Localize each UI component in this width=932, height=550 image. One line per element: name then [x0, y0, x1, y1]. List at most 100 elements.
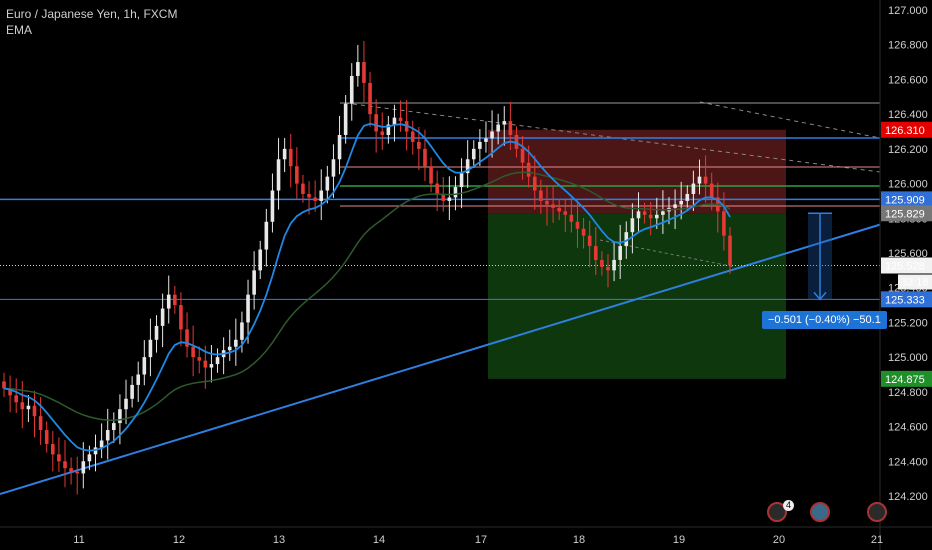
candle-body[interactable] [606, 266, 610, 271]
candle-body[interactable] [508, 121, 513, 135]
candle-body[interactable] [51, 443, 55, 455]
candle-body[interactable] [160, 308, 165, 326]
price-tag-blue[interactable] [881, 191, 932, 208]
candle-body[interactable] [185, 329, 189, 347]
candle-body[interactable] [490, 131, 494, 139]
candle-body[interactable] [20, 402, 25, 410]
candle-body[interactable] [447, 197, 452, 201]
candle-body[interactable] [356, 62, 360, 76]
candle-body[interactable] [410, 131, 415, 142]
price-tag-target[interactable] [881, 370, 932, 387]
candle-body[interactable] [252, 270, 256, 295]
candle-body[interactable] [69, 468, 73, 472]
candle-body[interactable] [532, 176, 537, 191]
candle-body[interactable] [343, 103, 348, 135]
dividend-event-icon[interactable] [867, 502, 887, 522]
candle-body[interactable] [331, 159, 336, 177]
candle-body[interactable] [612, 259, 616, 271]
candle-body[interactable] [2, 381, 6, 389]
event-marker-icon[interactable] [767, 502, 787, 522]
candle-body[interactable] [44, 430, 49, 444]
candle-body[interactable] [465, 159, 470, 174]
candle-body[interactable] [307, 193, 311, 198]
candle-body[interactable] [386, 124, 391, 135]
candle-body[interactable] [722, 211, 726, 236]
candle-body[interactable] [575, 221, 580, 229]
candle-body[interactable] [661, 211, 665, 215]
candle-body[interactable] [32, 405, 37, 417]
candle-body[interactable] [246, 294, 250, 323]
price-tag-entry[interactable] [881, 205, 932, 222]
candle-body[interactable] [313, 197, 317, 201]
candle-body[interactable] [545, 200, 549, 205]
candle-body[interactable] [234, 339, 238, 347]
candle-body[interactable] [673, 204, 677, 208]
candle-body[interactable] [429, 166, 433, 184]
candle-body[interactable] [417, 141, 421, 149]
ema-slow-line[interactable] [3, 171, 731, 421]
price-tag-current[interactable] [881, 257, 932, 274]
candle-body[interactable] [557, 207, 561, 212]
ascending-trendline[interactable] [0, 223, 883, 495]
candle-body[interactable] [197, 357, 202, 361]
candle-body[interactable] [551, 204, 555, 208]
candle-body[interactable] [392, 117, 397, 125]
candle-body[interactable] [636, 211, 641, 219]
candle-body[interactable] [276, 159, 281, 191]
candle-body[interactable] [87, 454, 92, 462]
candle-body[interactable] [380, 131, 385, 135]
candle-body[interactable] [38, 416, 43, 431]
candle-body[interactable] [374, 114, 378, 132]
candle-body[interactable] [685, 193, 690, 201]
candle-body[interactable] [227, 346, 232, 351]
candle-body[interactable] [63, 461, 67, 469]
candle-body[interactable] [118, 409, 122, 424]
candle-body[interactable] [124, 398, 128, 410]
candle-body[interactable] [471, 148, 476, 160]
candle-body[interactable] [319, 190, 324, 201]
candle-body[interactable] [453, 187, 458, 198]
candle-body[interactable] [526, 162, 531, 177]
candle-body[interactable] [14, 395, 19, 403]
stop-loss-zone[interactable] [488, 129, 786, 214]
candle-body[interactable] [600, 259, 604, 267]
symbol-title[interactable]: Euro / Japanese Yen, 1h, FXCM [6, 7, 178, 21]
candle-body[interactable] [154, 325, 159, 340]
candle-body[interactable] [8, 388, 12, 396]
candle-body[interactable] [81, 461, 86, 474]
candle-body[interactable] [484, 138, 488, 142]
candle-body[interactable] [502, 121, 507, 125]
candle-body[interactable] [136, 374, 141, 385]
candle-body[interactable] [75, 471, 80, 474]
candle-body[interactable] [581, 228, 586, 236]
minor-trendline-dashed[interactable] [599, 239, 736, 268]
candle-body[interactable] [728, 235, 732, 266]
candle-body[interactable] [648, 214, 653, 219]
take-profit-zone[interactable] [488, 213, 786, 379]
candle-body[interactable] [209, 364, 214, 368]
candle-body[interactable] [520, 148, 525, 163]
candle-body[interactable] [514, 134, 519, 149]
candle-body[interactable] [362, 62, 366, 83]
candle-body[interactable] [691, 183, 696, 194]
price-tag-stop[interactable] [881, 121, 932, 138]
candle-body[interactable] [618, 246, 622, 260]
candle-body[interactable] [270, 190, 275, 222]
candle-body[interactable] [325, 176, 330, 191]
ema-fast-line[interactable] [3, 122, 731, 452]
candle-body[interactable] [288, 148, 293, 167]
candle-body[interactable] [295, 166, 299, 184]
price-tag-blue[interactable] [881, 291, 932, 308]
candle-body[interactable] [459, 173, 464, 188]
candle-body[interactable] [264, 221, 269, 250]
candle-body[interactable] [349, 75, 354, 104]
candle-body[interactable] [282, 148, 287, 160]
candle-body[interactable] [57, 454, 61, 462]
candle-body[interactable] [679, 200, 683, 205]
candle-body[interactable] [398, 117, 403, 122]
candle-body[interactable] [142, 357, 147, 375]
candle-body[interactable] [569, 214, 574, 222]
candle-body[interactable] [563, 211, 568, 215]
candle-body[interactable] [203, 360, 208, 368]
